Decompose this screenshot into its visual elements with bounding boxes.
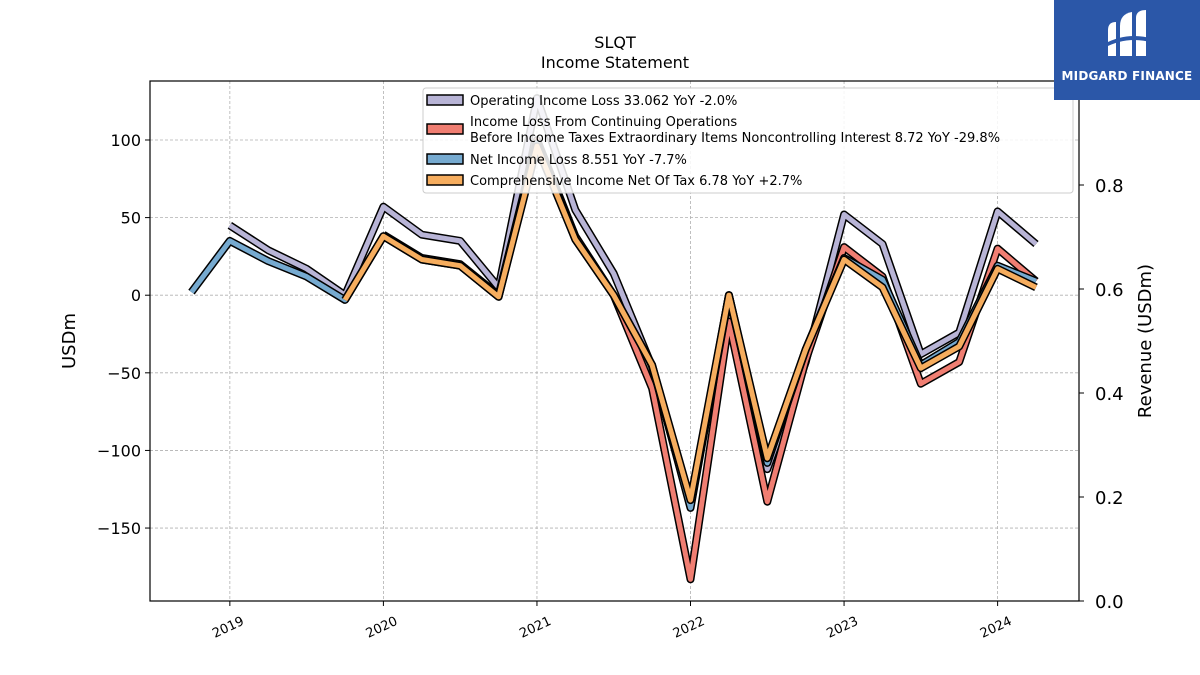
legend-box <box>422 87 1074 194</box>
y-tick-label: 0 <box>131 286 141 305</box>
y2-tick-label: 0.2 <box>1095 488 1124 509</box>
legend-label-3: Net Income Loss 8.551 YoY -7.7% <box>470 153 687 168</box>
logo-mark-icon <box>1104 10 1150 56</box>
y-axis: −150 −100 −50 0 50 100 <box>97 131 150 538</box>
y-tick-label: 100 <box>110 131 141 150</box>
x-tick-label: 2023 <box>824 614 860 642</box>
x-tick-label: 2021 <box>517 614 553 642</box>
legend-label-2: Income Loss From Continuing Operations <box>470 115 737 130</box>
y2-axis-label: Revenue (USDm) <box>1135 264 1156 418</box>
series-line-1 <box>228 95 1038 508</box>
logo-text: MIDGARD FINANCE <box>1061 69 1193 83</box>
midgard-finance-logo: MIDGARD FINANCE <box>1054 0 1200 100</box>
legend-label-1: Operating Income Loss 33.062 YoY -2.0% <box>470 94 737 109</box>
chart-title: SLQT <box>594 33 636 52</box>
y2-tick-label: 0.8 <box>1095 176 1124 197</box>
y2-tick-label: 0.4 <box>1095 384 1124 405</box>
plot-frame <box>149 80 1080 602</box>
legend: Operating Income Loss 33.062 YoY -2.0% In… <box>422 87 1074 194</box>
y2-axis: 0.0 0.2 0.4 0.6 0.8 <box>1079 176 1124 613</box>
legend-swatch-3 <box>426 153 464 165</box>
series-lines <box>188 94 1039 584</box>
y-tick-label: −150 <box>97 519 141 538</box>
legend-label-4: Comprehensive Income Net Of Tax 6.78 YoY… <box>470 174 802 189</box>
legend-label-2: Before Income Taxes Extraordinary Items … <box>470 131 1000 146</box>
y2-tick-label: 0.6 <box>1095 280 1124 301</box>
x-tick-label: 2019 <box>210 614 246 642</box>
y2-tick-label: 0.0 <box>1095 592 1124 613</box>
x-tick-label: 2024 <box>978 614 1014 642</box>
y-tick-label: 50 <box>121 209 141 228</box>
y-axis-label: USDm <box>59 313 80 369</box>
x-tick-label: 2022 <box>671 614 707 642</box>
y-tick-label: −100 <box>97 441 141 460</box>
chart-subtitle: Income Statement <box>541 53 689 72</box>
legend-swatch-1 <box>426 94 464 106</box>
x-axis: 2019 2020 2021 2022 2023 2024 <box>210 601 1014 642</box>
y-tick-label: −50 <box>107 364 141 383</box>
series-line-4 <box>342 143 1038 503</box>
legend-swatch-4 <box>426 174 464 186</box>
legend-swatch-2 <box>426 123 464 135</box>
x-tick-label: 2020 <box>364 614 400 642</box>
